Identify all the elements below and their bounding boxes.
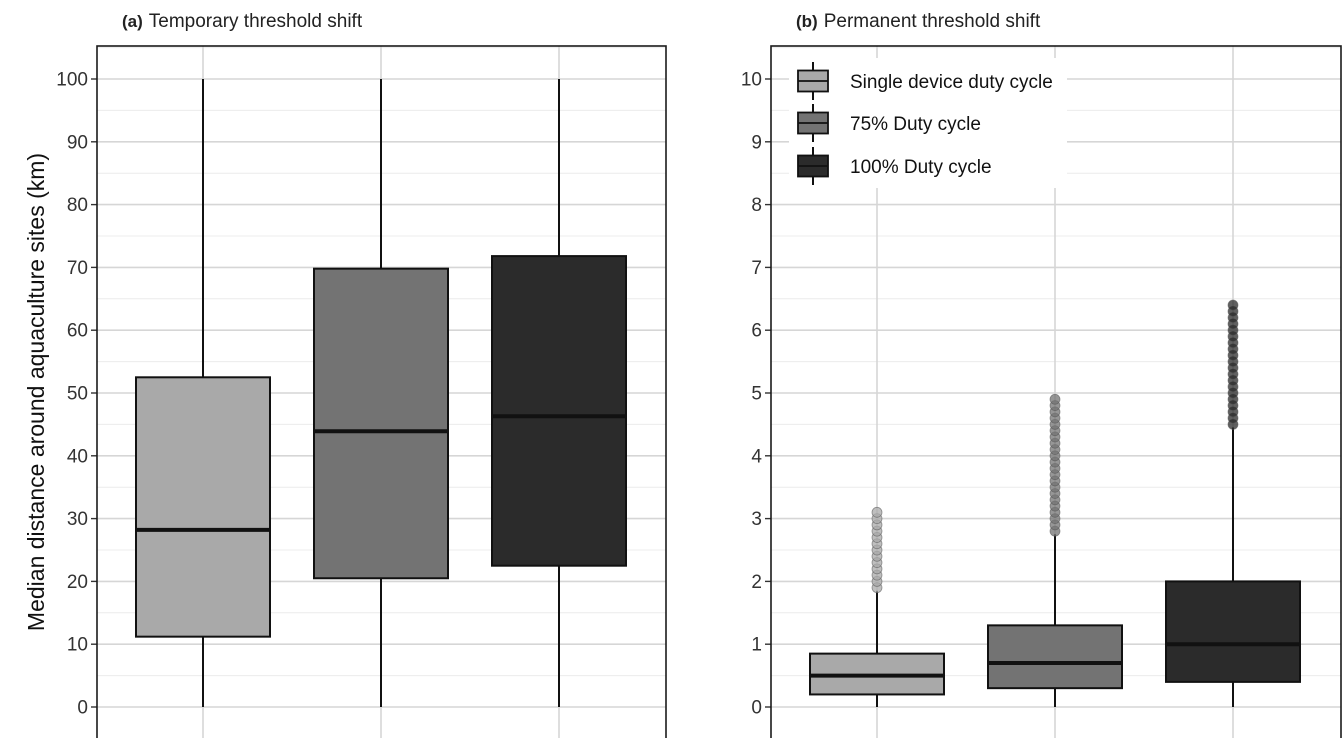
y-tick-label: 3 (751, 509, 762, 530)
y-tick-label: 10 (741, 70, 762, 91)
y-tick-label: 6 (751, 321, 762, 342)
y-tick-label: 40 (67, 446, 88, 467)
y-tick-label: 0 (77, 698, 88, 719)
box-iqr (135, 376, 271, 638)
y-tick-label: 2 (751, 572, 762, 593)
box-iqr (313, 267, 449, 580)
outlier-point (1049, 393, 1061, 405)
box-iqr (491, 255, 627, 567)
y-tick-label: 90 (67, 132, 88, 153)
legend-label: 75% Duty cycle (850, 114, 981, 135)
legend-background (789, 58, 1067, 188)
panel-b-plot: 0 1 2 3 4 5 6 7 8 9 10 (741, 45, 1342, 738)
legend: Single device duty cycle 75% Duty cycle 10… (789, 58, 1067, 188)
y-tick-label: 4 (751, 446, 762, 467)
y-tick-label: 10 (67, 635, 88, 656)
panel-b-title: (b) Permanent threshold shift (796, 11, 1041, 32)
y-tick-label: 8 (751, 195, 762, 216)
y-tick-label: 20 (67, 572, 88, 593)
y-tick-label: 80 (67, 195, 88, 216)
y-tick-label: 70 (67, 258, 88, 279)
y-tick-label: 1 (751, 635, 762, 656)
panel-a-title-text: Temporary threshold shift (149, 11, 363, 32)
legend-label: 100% Duty cycle (850, 157, 992, 178)
y-tick-label: 7 (751, 258, 762, 279)
y-tick-label: 50 (67, 384, 88, 405)
box-iqr (1165, 580, 1301, 683)
panel-b-title-text: Permanent threshold shift (824, 11, 1041, 32)
outlier-point (1227, 299, 1239, 311)
panel-border (770, 45, 1342, 738)
y-tick-label: 30 (67, 509, 88, 530)
box-iqr (987, 624, 1123, 690)
y-tick-label: 0 (751, 698, 762, 719)
panel-border (96, 45, 667, 738)
y-axis-label: Median distance around aquaculture sites… (23, 153, 49, 631)
outlier-point (871, 506, 883, 518)
y-tick-label: 60 (67, 321, 88, 342)
panel-a-plot: 0 10 20 30 40 50 60 70 80 90 100 (56, 45, 667, 738)
panel-b-letter: (b) (796, 12, 818, 31)
y-tick-label: 100 (56, 70, 88, 91)
panel-a-title: (a) Temporary threshold shift (122, 11, 363, 32)
y-tick-label: 5 (751, 384, 762, 405)
y-tick-label: 9 (751, 132, 762, 153)
legend-label: Single device duty cycle (850, 72, 1053, 93)
panel-a-letter: (a) (122, 12, 143, 31)
